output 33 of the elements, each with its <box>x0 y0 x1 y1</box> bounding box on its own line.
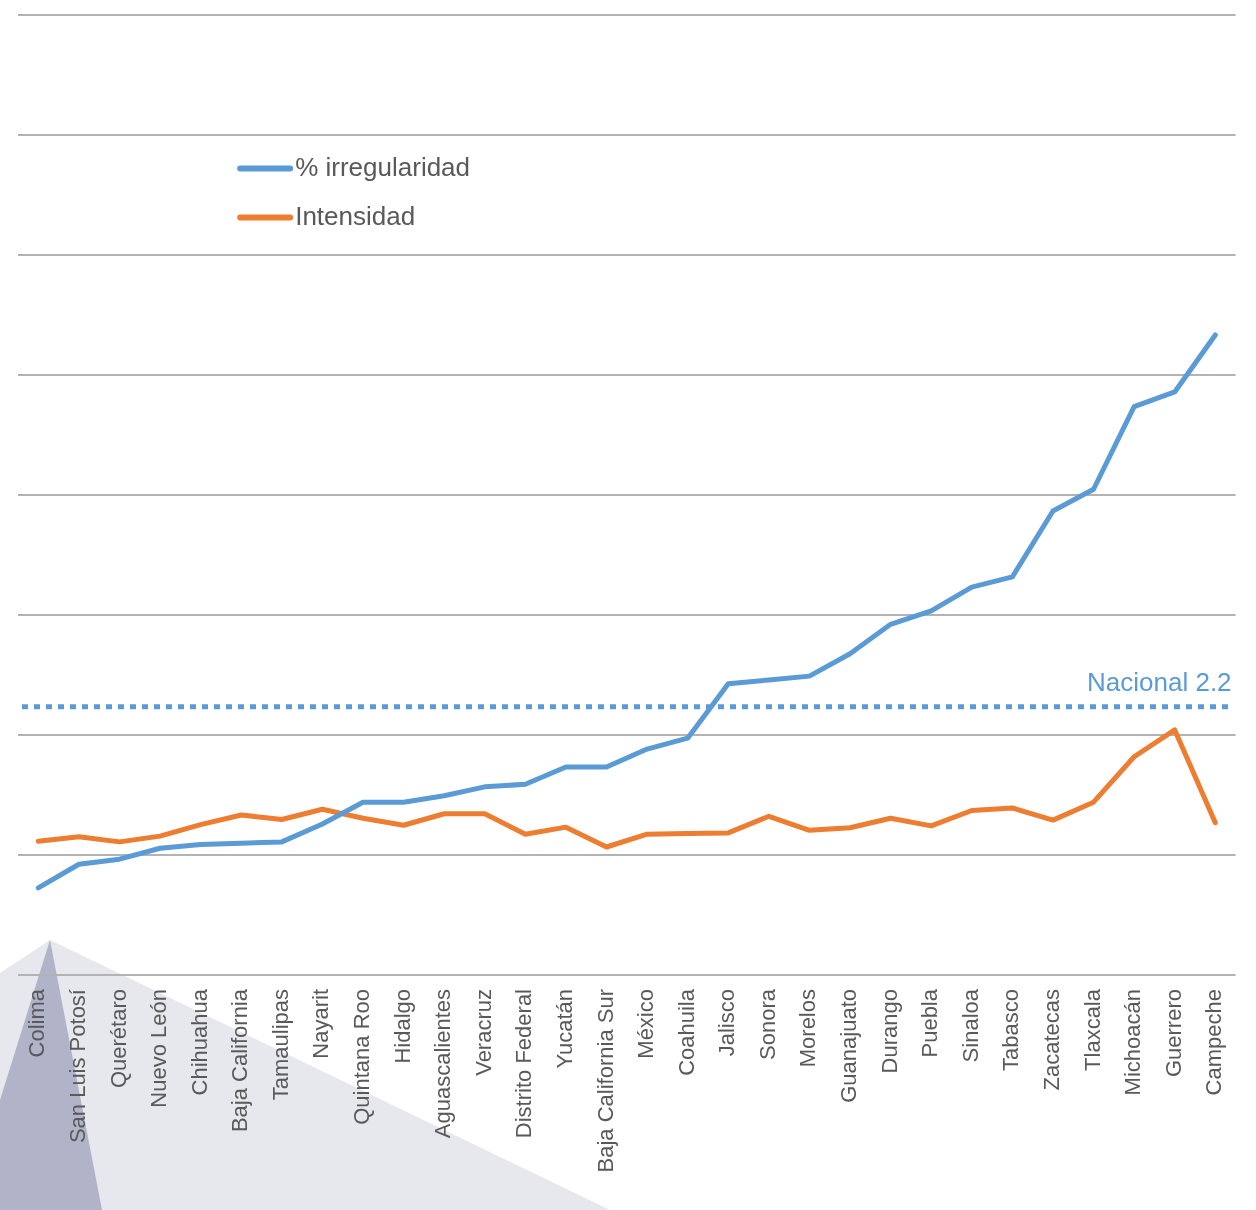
x-tick-label: Zacatecas <box>1039 989 1065 1091</box>
x-tick-label: Tlaxcala <box>1079 988 1105 1071</box>
x-tick-label: Guanajuato <box>836 989 862 1103</box>
x-tick-label: Sonora <box>754 988 780 1060</box>
x-tick-label: Nayarit <box>308 989 334 1059</box>
x-tick-label: Durango <box>876 989 902 1074</box>
x-tick-label: Guerrero <box>1160 989 1186 1078</box>
x-tick-label: San Luis Potosí <box>64 989 90 1144</box>
x-tick-label: Aguascalientes <box>430 989 456 1139</box>
x-tick-label: Coahuila <box>673 988 699 1076</box>
x-tick-label: Michoacán <box>1120 989 1146 1096</box>
x-tick-label: Veracruz <box>470 989 496 1076</box>
x-tick-label: Baja California Sur <box>592 989 618 1173</box>
ref-line-label: Nacional 2.2 <box>1087 667 1232 698</box>
x-tick-label: Jalisco <box>714 989 740 1057</box>
x-tick-label: Yucatán <box>551 989 577 1069</box>
x-tick-label: Hidalgo <box>389 989 415 1064</box>
x-tick-label: Tabasco <box>998 989 1024 1071</box>
x-tick-label: Morelos <box>795 989 821 1068</box>
legend-label: Intensidad <box>295 200 416 231</box>
x-tick-label: Tamaulipas <box>267 989 293 1101</box>
x-tick-label: Baja California <box>227 988 253 1133</box>
x-tick-label: Distrito Federal <box>511 989 537 1139</box>
x-tick-label: Sinaloa <box>957 988 983 1063</box>
x-tick-label: Campeche <box>1201 989 1227 1096</box>
x-tick-label: Colima <box>24 988 50 1058</box>
legend-label: % irregularidad <box>295 151 471 182</box>
x-tick-label: Quintana Roo <box>349 989 375 1125</box>
x-tick-label: Nuevo León <box>146 989 172 1108</box>
x-tick-label: Puebla <box>917 988 943 1058</box>
x-tick-label: México <box>633 989 659 1059</box>
x-tick-label: Chihuahua <box>186 988 212 1096</box>
x-tick-label: Querétaro <box>105 989 131 1089</box>
